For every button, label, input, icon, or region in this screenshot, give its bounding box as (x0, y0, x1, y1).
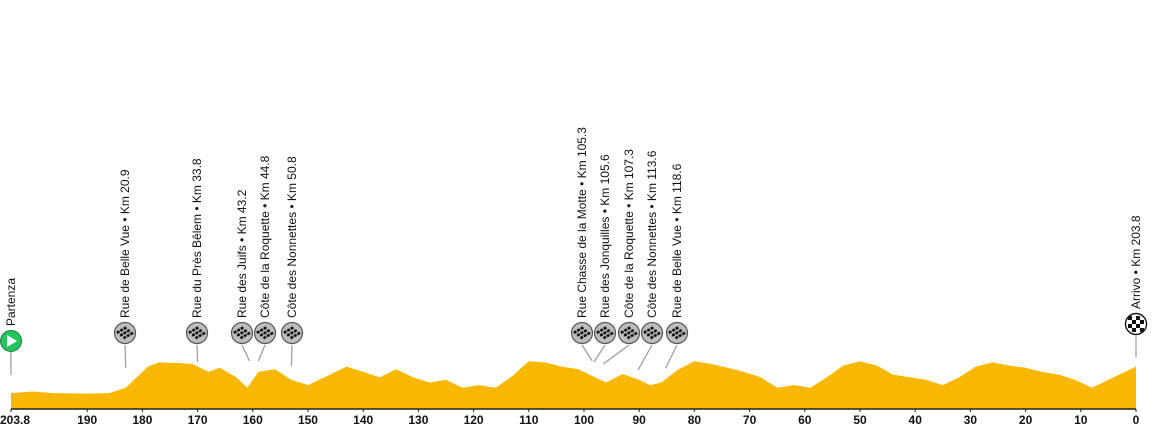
sector-label: Rue de Belle Vue • Km 118.6 (670, 163, 684, 318)
axis-tick-label: 60 (798, 413, 812, 427)
sector-leader-line (581, 344, 593, 362)
sector-leader-line (290, 344, 293, 367)
start-label: Partenza (4, 278, 18, 326)
sector-label: Côte des Nonnettes • Km 113.6 (645, 150, 659, 318)
distance-axis: 203.8 190 180 170 160 150 140 130 120 110 100 90 80 7… (0, 408, 1140, 427)
axis-tick-label: 50 (853, 413, 867, 427)
axis-tick-label: 140 (353, 413, 373, 427)
sector-marker: Rue Chasse de la Motte • Km 105.3 (570, 127, 594, 362)
axis-tick-label: 110 (519, 413, 539, 427)
sector-leader-line (593, 344, 606, 363)
axis-tick-label: 20 (1019, 413, 1033, 427)
sector-leader-line (602, 344, 630, 365)
sector-marker: Côte des Nonnettes • Km 113.6 (637, 150, 664, 371)
sector-marker: Côte de la Roquette • Km 44.8 (253, 155, 277, 362)
axis-tick-label: 0 (1133, 413, 1140, 427)
finish-label: Arrivo • Km 203.8 (1129, 215, 1143, 309)
axis-tick-label: 120 (464, 413, 484, 427)
axis-tick-label: 40 (909, 413, 923, 427)
axis-tick-label: 70 (743, 413, 757, 427)
sector-markers: Rue de Belle Vue • Km 20.9 Rue du Près Bê… (113, 127, 689, 371)
sector-label: Rue Chasse de la Motte • Km 105.3 (575, 127, 589, 318)
axis-tick-label: 30 (964, 413, 978, 427)
axis-tick-label: 160 (243, 413, 263, 427)
sector-leader-line (665, 344, 678, 369)
axis-tick-label: 203.8 (0, 413, 30, 427)
sector-label: Côte des Nonnettes • Km 50.8 (285, 156, 299, 318)
sector-label: Côte de la Roquette • Km 107.3 (622, 149, 636, 318)
sector-leader-line (637, 344, 653, 371)
sector-leader-line (196, 344, 199, 363)
sector-marker: Rue de Belle Vue • Km 20.9 (113, 169, 137, 369)
axis-tick-label: 180 (132, 413, 152, 427)
sector-label: Côte de la Roquette • Km 44.8 (258, 155, 272, 318)
axis-tick-label: 150 (298, 413, 318, 427)
sector-marker: Côte des Nonnettes • Km 50.8 (280, 156, 304, 367)
sector-label: Rue de Belle Vue • Km 20.9 (118, 169, 132, 318)
sector-marker: Côte de la Roquette • Km 107.3 (602, 149, 641, 365)
elevation-area (11, 361, 1136, 409)
axis-tick-label: 130 (408, 413, 428, 427)
elevation-profile (11, 361, 1136, 409)
sector-marker: Rue de Belle Vue • Km 118.6 (665, 163, 689, 369)
finish-marker: Arrivo • Km 203.8 (1124, 215, 1148, 357)
axis-tick-label: 10 (1074, 413, 1088, 427)
start-finish-markers: Partenza Arrivo • Km 203.8 (0, 215, 1148, 375)
sector-leader-line (241, 344, 251, 362)
sector-label: Rue des Jonquilles • Km 105.6 (598, 154, 612, 318)
sector-label: Rue du Près Bêlem • Km 33.8 (190, 158, 204, 318)
sector-leader-line (124, 344, 127, 369)
sector-marker: Rue des Juifs • Km 43.2 (230, 189, 254, 362)
sector-label: Rue des Juifs • Km 43.2 (235, 189, 249, 318)
axis-tick-label: 190 (77, 413, 97, 427)
axis-tick-label: 90 (633, 413, 647, 427)
axis-tick-label: 80 (688, 413, 702, 427)
start-marker: Partenza (0, 278, 22, 375)
sector-marker: Rue des Jonquilles • Km 105.6 (593, 154, 617, 363)
axis-tick-label: 100 (574, 413, 594, 427)
axis-tick-label: 170 (188, 413, 208, 427)
sector-leader-line (257, 344, 266, 362)
sector-marker: Rue du Près Bêlem • Km 33.8 (185, 158, 209, 363)
